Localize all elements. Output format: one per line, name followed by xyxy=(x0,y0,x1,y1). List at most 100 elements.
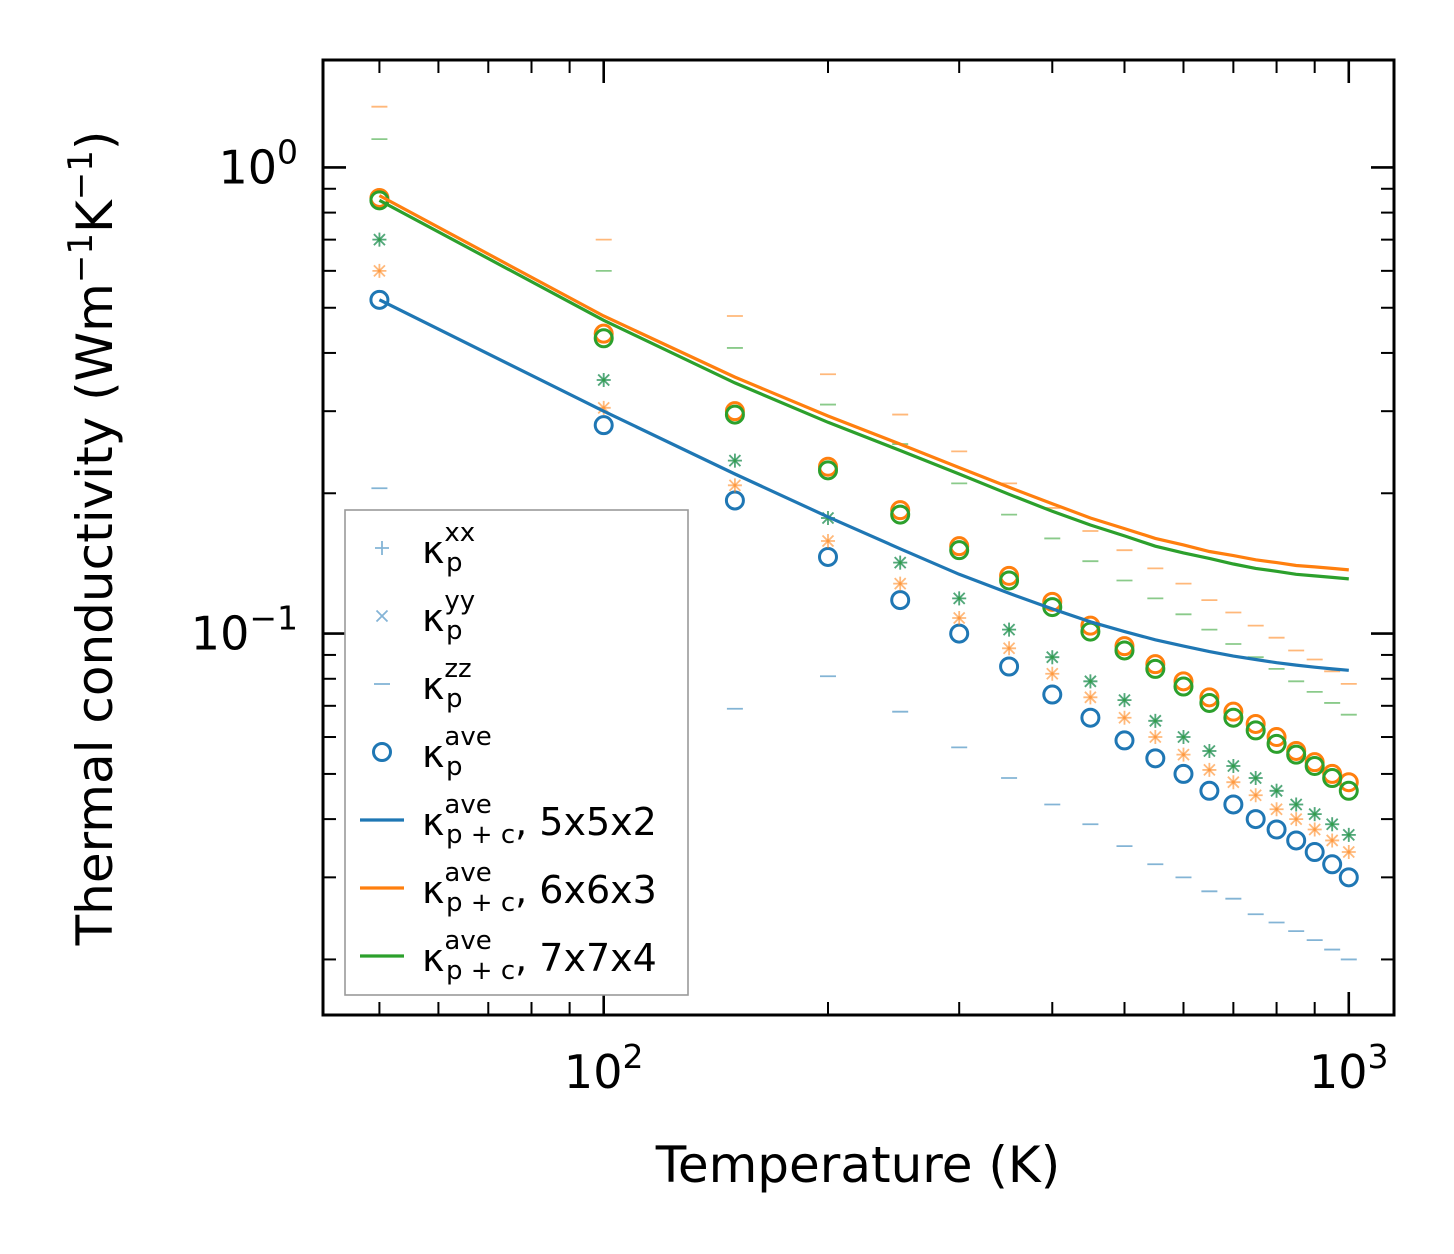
data-point xyxy=(1223,701,1244,722)
legend-suffix: , 6x6x3 xyxy=(515,868,657,912)
series-kzz-6x6x3 xyxy=(371,105,1357,685)
y-axis-label-base: Thermal conductivity (Wm xyxy=(66,283,124,946)
legend-subscript: p + c xyxy=(446,820,515,850)
legend-symbol: κ xyxy=(422,732,444,776)
series-kave-p-c-5x5x2-line xyxy=(378,298,1349,672)
data-point xyxy=(1290,812,1303,826)
data-point xyxy=(1084,691,1097,704)
data-point xyxy=(1342,828,1355,842)
data-point xyxy=(1270,803,1283,816)
data-point xyxy=(1173,763,1194,784)
data-point xyxy=(1338,867,1359,888)
legend-marker-swatch xyxy=(375,609,389,623)
data-point xyxy=(1223,707,1244,728)
data-point xyxy=(817,546,838,567)
data-point xyxy=(1342,845,1355,859)
legend-entry: κave p + c, 5x5x2 xyxy=(360,790,657,850)
plot-marks xyxy=(369,105,1359,961)
series-kzz-5x5x2 xyxy=(371,487,1357,961)
data-point xyxy=(999,570,1020,591)
data-point xyxy=(1304,755,1325,776)
y-tick-label-exp: 0 xyxy=(277,132,298,171)
data-point xyxy=(1173,676,1194,697)
legend-superscript: ave xyxy=(444,790,491,820)
data-point xyxy=(1084,675,1097,688)
legend-subscript: p xyxy=(446,752,463,782)
x-tick-label-exp: 3 xyxy=(1368,1037,1389,1076)
data-point xyxy=(1227,759,1240,773)
y-axis-label: Thermal conductivity (Wm−1K−1) xyxy=(61,131,124,947)
data-point xyxy=(1199,780,1220,801)
data-point xyxy=(890,590,911,611)
data-point xyxy=(1046,667,1059,680)
axes-frame xyxy=(321,58,1396,1017)
legend-label: κzz p xyxy=(422,654,472,714)
data-point xyxy=(1002,642,1016,655)
data-point xyxy=(728,454,742,467)
legend-superscript: ave xyxy=(444,858,491,888)
data-point xyxy=(1249,789,1262,802)
data-point xyxy=(373,233,386,246)
data-point xyxy=(953,592,966,605)
legend-suffix: , 7x7x4 xyxy=(515,936,657,980)
series-kzz-7x7x4 xyxy=(371,138,1357,716)
legend-superscript: yy xyxy=(444,586,475,616)
data-point xyxy=(1177,748,1190,761)
data-point xyxy=(1114,640,1135,661)
data-point xyxy=(1149,730,1162,744)
legend-marker-swatch xyxy=(372,742,392,762)
axis-ticks xyxy=(323,60,1394,1015)
legend-entry: κyy p xyxy=(375,586,475,646)
x-tick-label: 102 xyxy=(564,1037,644,1099)
data-point xyxy=(894,556,907,569)
data-point xyxy=(373,264,386,277)
legend-label: κyy p xyxy=(422,586,475,646)
series-kave-p-c-7x7x4-line xyxy=(378,198,1349,581)
y-axis-label-exp2: −1 xyxy=(61,150,101,200)
x-tick-label-exp: 2 xyxy=(622,1037,643,1076)
data-point xyxy=(1002,623,1016,636)
data-point xyxy=(1338,780,1359,801)
y-axis-label-mid: K xyxy=(66,199,124,233)
legend-box xyxy=(344,509,689,996)
data-point xyxy=(1245,720,1266,741)
y-axis-label-end: ) xyxy=(66,131,124,151)
data-point xyxy=(1326,834,1339,847)
data-point xyxy=(369,289,390,310)
data-point xyxy=(890,504,911,525)
data-point xyxy=(1304,842,1325,863)
data-point xyxy=(1266,727,1287,748)
data-point xyxy=(1114,730,1135,751)
x-tick-label: 103 xyxy=(1309,1037,1389,1099)
data-point xyxy=(999,656,1020,677)
legend-symbol: κ xyxy=(422,800,444,844)
legend-label: κxx p xyxy=(422,518,475,578)
data-point xyxy=(1199,692,1220,713)
legend-superscript: ave xyxy=(444,722,491,752)
series-kave-7x7x4 xyxy=(369,190,1359,801)
legend-subscript: p + c xyxy=(446,956,515,986)
y-tick-label-base: 10 xyxy=(218,140,277,194)
legend-subscript: p + c xyxy=(446,888,515,918)
data-point xyxy=(1080,707,1101,728)
y-tick-label-exp: −1 xyxy=(249,599,298,638)
data-point xyxy=(1290,798,1303,811)
series-kave-5x5x2 xyxy=(369,289,1359,888)
data-point xyxy=(1145,658,1166,679)
legend-label: κave p + c, 7x7x4 xyxy=(422,926,657,986)
data-point xyxy=(1245,809,1266,830)
data-point xyxy=(817,460,838,481)
legend-subscript: p xyxy=(446,684,463,714)
data-point xyxy=(1308,823,1321,836)
data-point xyxy=(724,490,745,511)
x-tick-label-base: 10 xyxy=(1309,1045,1368,1099)
y-axis-label-exp1: −1 xyxy=(61,233,101,283)
legend-entry: κave p + c, 7x7x4 xyxy=(360,926,657,986)
data-point xyxy=(593,328,614,349)
legend-label: κave p xyxy=(422,722,492,782)
legend-entry: κave p xyxy=(372,722,492,782)
data-point xyxy=(724,404,745,425)
y-tick-label: 10−1 xyxy=(191,599,298,661)
legend-superscript: ave xyxy=(444,926,491,956)
